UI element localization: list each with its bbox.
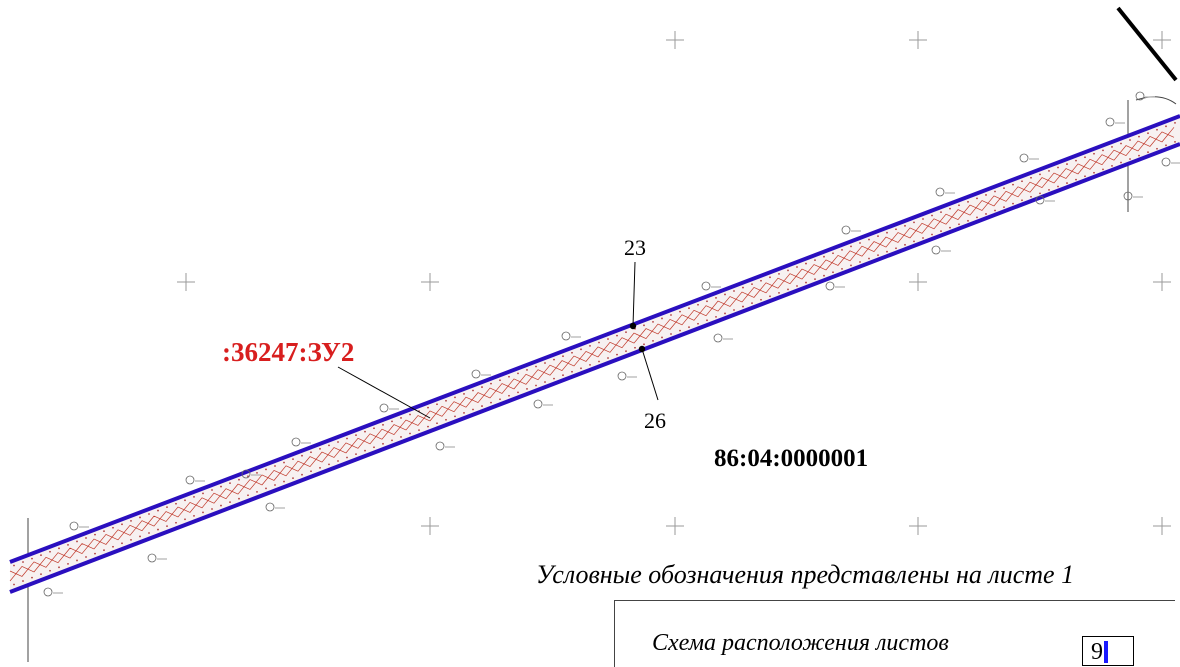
survey-spot [291,437,311,447]
parcel-corridor [9,114,1180,594]
sheet-number: 9 [1091,639,1103,665]
survey-spot [379,403,399,413]
grid-cross [909,273,927,291]
corridor-fill [10,116,1180,590]
cadastral-quarter-label: 86:04:0000001 [714,445,868,472]
boundary-line-upper [9,114,1180,564]
survey-spot [825,281,845,291]
survey-spot [617,371,637,381]
survey-spot [1105,117,1125,127]
survey-spot [265,502,285,512]
survey-spot [841,225,861,235]
survey-spot [147,553,167,563]
grid-cross [421,517,439,535]
survey-spot [701,281,721,291]
survey-points [43,91,1180,597]
corridor-dots [13,122,1176,586]
grid-cross [666,517,684,535]
survey-spot [561,331,581,341]
boundary-point-23: 23 [624,235,646,330]
centerline-zigzag [9,127,1175,582]
survey-spot [713,333,733,343]
road-segment [1116,6,1178,82]
survey-spot [1019,153,1039,163]
sheet-layout-title: Схема расположения листов [652,630,949,656]
legend-note: Условные обозначения представлены на лис… [536,560,1075,589]
boundary-point-26: 26 [638,345,666,433]
grid-cross [666,31,684,49]
sheet-layout-frame [614,600,1175,667]
road-curve [1135,96,1177,105]
survey-spot [1135,91,1155,101]
grid-cross [909,517,927,535]
boundary-line-lower [9,142,1180,594]
survey-spot [69,521,89,531]
grid-cross [909,31,927,49]
grid-cross [177,273,195,291]
parcel-leader-line [337,366,431,419]
survey-spot [43,587,63,597]
grid-cross [1153,31,1171,49]
point-23-leader [632,261,636,327]
parcel-id-label: :36247:ЗУ2 [222,337,354,367]
point-26-leader [641,348,659,401]
survey-spot [533,399,553,409]
survey-spot [471,369,491,379]
grid-crosses [177,31,1171,535]
survey-spot [935,187,955,197]
grid-cross [1153,517,1171,535]
survey-spot [241,469,261,479]
grid-cross [1153,273,1171,291]
survey-spot [185,475,205,485]
sheet-marker [1104,641,1108,663]
survey-spot [1035,195,1055,205]
survey-spot [1161,157,1180,167]
survey-spot [931,245,951,255]
grid-cross [421,273,439,291]
point-26-label: 26 [644,408,666,433]
survey-spot [1123,191,1143,201]
centerline-path [9,131,1175,577]
survey-spot [435,441,455,451]
point-23-label: 23 [624,235,646,260]
